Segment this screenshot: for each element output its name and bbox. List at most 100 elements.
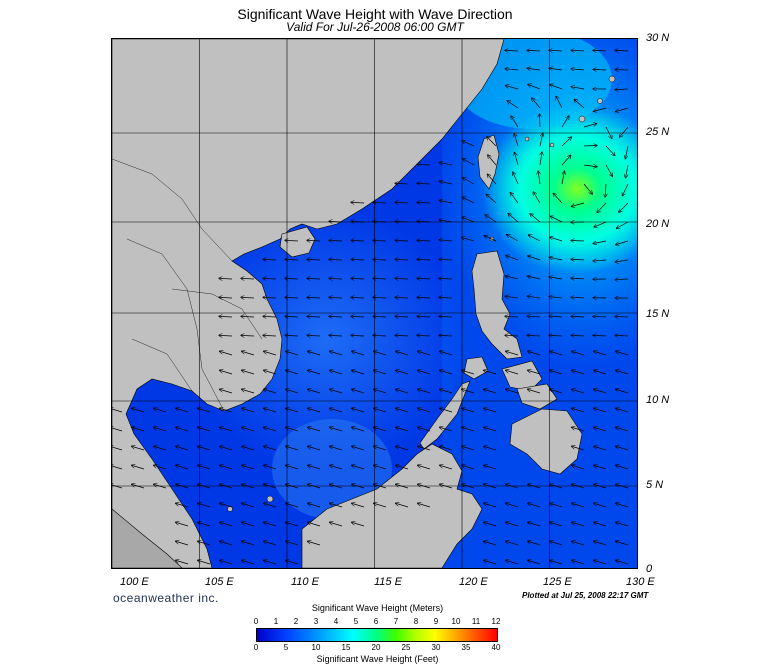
wave-arrow xyxy=(506,484,519,489)
wave-arrow xyxy=(528,256,541,261)
wave-arrow xyxy=(527,296,541,298)
wave-arrow xyxy=(418,503,431,508)
wave-arrow xyxy=(593,335,607,336)
wave-arrow xyxy=(373,335,387,336)
wave-arrow xyxy=(594,503,607,508)
wave-arrow xyxy=(616,465,629,470)
wave-arrow xyxy=(286,484,299,489)
feet-tick: 20 xyxy=(371,643,381,652)
wave-direction-arrows xyxy=(112,50,629,565)
wave-arrow xyxy=(242,408,255,413)
wave-arrow xyxy=(352,427,365,432)
wave-arrow xyxy=(571,297,585,298)
wave-arrow xyxy=(593,316,607,317)
wave-arrow xyxy=(112,427,123,432)
wave-arrow xyxy=(561,171,564,185)
wave-arrow xyxy=(176,503,189,508)
wave-arrow xyxy=(308,446,321,451)
wave-arrow xyxy=(219,316,233,317)
wave-arrow xyxy=(396,484,409,489)
wave-arrow xyxy=(264,503,277,508)
wave-arrow xyxy=(307,335,321,336)
wave-arrow xyxy=(487,174,497,185)
lon-label-105e: 105 E xyxy=(205,576,234,588)
wave-arrow xyxy=(176,446,189,451)
wave-arrow xyxy=(440,427,453,432)
wave-arrow xyxy=(417,183,431,184)
wave-arrow xyxy=(532,98,541,109)
wave-arrow xyxy=(417,240,431,241)
wave-arrow xyxy=(374,351,387,356)
wave-arrow xyxy=(308,408,321,413)
wave-arrow xyxy=(550,85,563,90)
wave-arrow xyxy=(352,389,365,394)
wave-arrow xyxy=(550,560,563,565)
wave-arrow xyxy=(484,522,497,527)
wave-arrow xyxy=(285,259,299,260)
lon-label-130e: 130 E xyxy=(626,576,655,588)
wave-arrow xyxy=(285,316,299,317)
wave-arrow xyxy=(373,240,387,241)
wave-arrow xyxy=(329,335,343,336)
wave-arrow xyxy=(506,351,519,356)
wave-arrow xyxy=(242,503,255,508)
wave-arrow xyxy=(508,214,519,223)
wave-arrow xyxy=(616,522,629,527)
wave-arrow xyxy=(374,408,387,413)
wave-arrow xyxy=(583,165,597,167)
wave-arrow xyxy=(527,276,541,280)
wave-arrow xyxy=(484,560,497,565)
wave-arrow xyxy=(513,172,519,185)
wave-arrow xyxy=(308,351,321,356)
wave-arrow xyxy=(242,427,255,432)
wave-arrow xyxy=(484,370,497,375)
wave-arrow xyxy=(484,236,497,242)
wave-height-map xyxy=(111,38,638,569)
wave-arrow xyxy=(198,541,211,546)
feet-tick: 30 xyxy=(431,643,441,652)
wave-arrow xyxy=(439,297,453,298)
wave-arrow xyxy=(550,237,563,242)
wave-arrow xyxy=(417,164,431,165)
wave-arrow xyxy=(616,370,629,375)
wave-arrow xyxy=(528,351,541,356)
wave-arrow xyxy=(329,316,343,317)
wave-arrow xyxy=(330,370,343,375)
feet-tick: 5 xyxy=(283,643,289,652)
plotted-timestamp: Plotted at Jul 25, 2008 22:17 GMT xyxy=(522,591,649,600)
wave-arrow xyxy=(286,370,299,375)
wave-arrow xyxy=(593,107,607,111)
wave-arrow xyxy=(286,541,299,546)
wave-arrow xyxy=(572,541,585,546)
feet-tick: 35 xyxy=(461,643,471,652)
wave-arrow xyxy=(528,370,541,375)
wave-arrow xyxy=(549,316,563,317)
wave-arrow xyxy=(352,522,365,527)
wave-arrow xyxy=(597,202,607,212)
wave-arrow xyxy=(527,68,541,70)
wave-arrow xyxy=(395,221,409,222)
lat-label-5n: 5 N xyxy=(646,479,664,491)
wave-arrow xyxy=(308,389,321,394)
wave-arrow xyxy=(510,193,519,204)
lat-label-20n: 20 N xyxy=(646,218,670,230)
wave-arrow xyxy=(241,278,255,279)
wave-arrow xyxy=(506,503,519,508)
wave-arrow xyxy=(242,389,255,394)
wave-arrow xyxy=(593,50,607,51)
wave-arrow xyxy=(507,235,519,242)
wave-arrow xyxy=(528,522,541,527)
wave-arrow xyxy=(154,408,167,413)
feet-tick: 10 xyxy=(311,643,321,652)
wave-arrow xyxy=(572,484,585,489)
wave-arrow xyxy=(528,541,541,546)
chart-title: Significant Wave Height with Wave Direct… xyxy=(237,6,513,22)
wave-arrow xyxy=(242,484,255,489)
wave-arrow xyxy=(572,408,585,413)
wave-arrow xyxy=(418,389,431,394)
wave-arrow xyxy=(418,408,431,413)
wave-arrow xyxy=(330,408,343,413)
wave-arrow xyxy=(352,351,365,356)
wave-arrow xyxy=(198,465,211,470)
wave-arrow xyxy=(571,335,585,336)
